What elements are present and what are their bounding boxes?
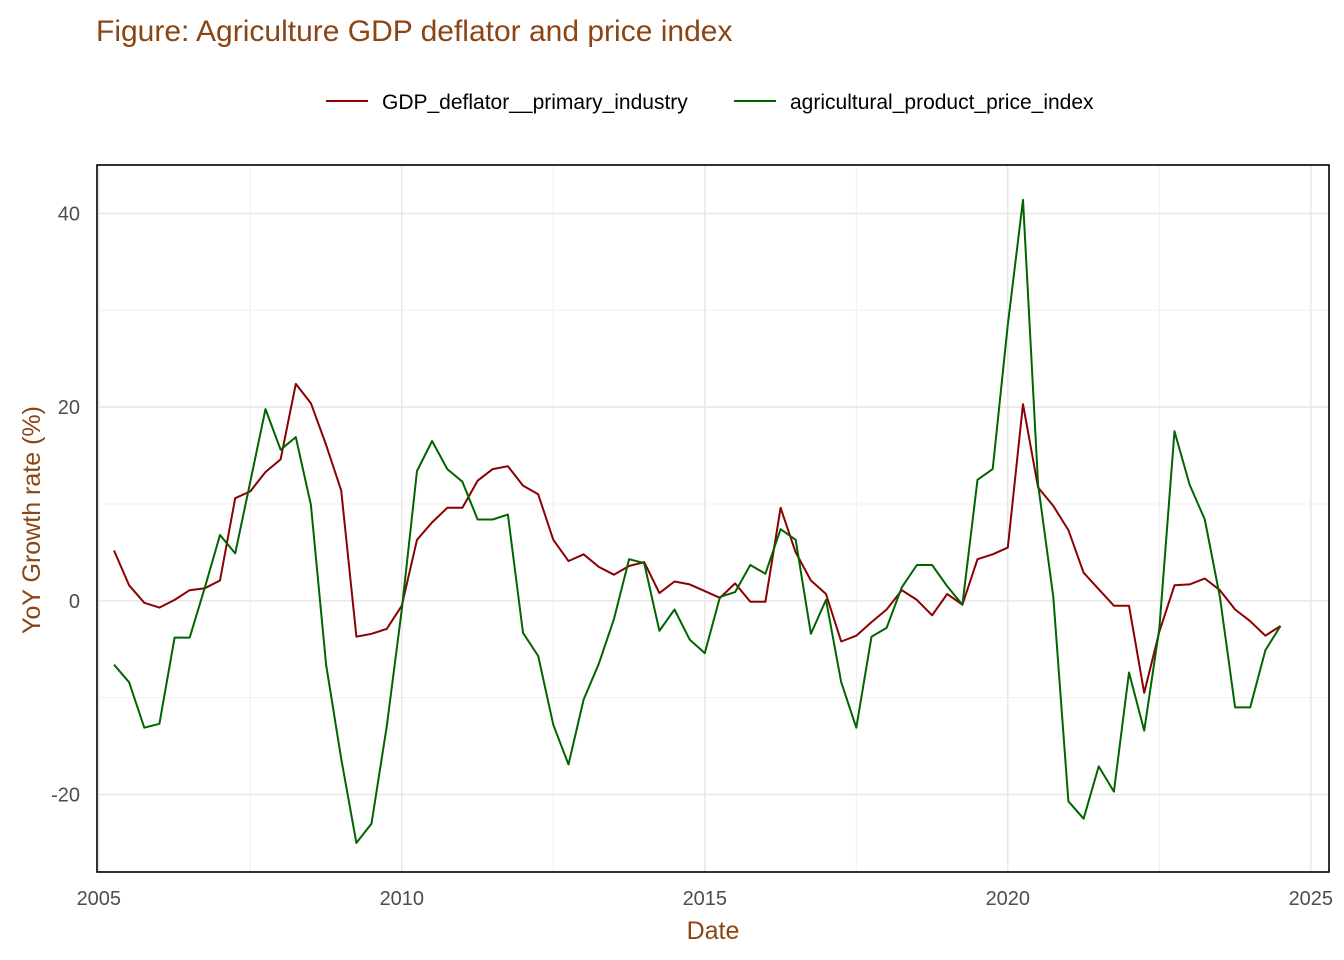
y-tick-label: 40 (58, 203, 80, 225)
x-tick-label: 2015 (683, 888, 728, 910)
legend: GDP_deflator__primary_industry agricultu… (326, 91, 1094, 114)
legend-label-series-2: agricultural_product_price_index (790, 91, 1094, 114)
y-axis-ticks: -20 0 20 40 (51, 203, 80, 806)
x-tick-label: 2005 (77, 888, 122, 910)
y-tick-label: -20 (51, 785, 80, 807)
x-axis-title: Date (687, 917, 740, 945)
grid (97, 165, 1329, 872)
x-tick-label: 2010 (380, 888, 425, 910)
series-line-2 (113, 198, 1282, 844)
y-tick-label: 0 (69, 591, 80, 613)
series-lines (113, 198, 1282, 844)
x-tick-label: 2020 (986, 888, 1031, 910)
x-axis-ticks: 2005 2010 2015 2020 2025 (77, 888, 1334, 910)
legend-label-series-1: GDP_deflator__primary_industry (382, 91, 688, 114)
series-line-1 (113, 382, 1282, 694)
x-tick-label: 2025 (1289, 888, 1334, 910)
y-axis-title: YoY Growth rate (%) (18, 406, 46, 634)
plot-panel-border (96, 164, 1330, 873)
chart-title: Figure: Agriculture GDP deflator and pri… (96, 15, 732, 48)
y-tick-label: 20 (58, 397, 80, 419)
